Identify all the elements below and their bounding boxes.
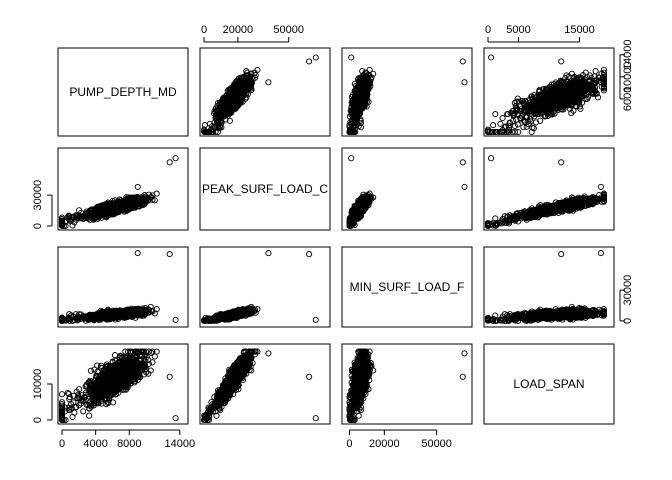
- data-point: [227, 95, 234, 102]
- data-point: [215, 99, 222, 106]
- data-point: [366, 66, 373, 73]
- data-point: [217, 106, 224, 113]
- panel-frame: [341, 47, 473, 137]
- panel-frame: [199, 47, 331, 137]
- panel-1-1: PEAK_SURF_LOAD_C: [199, 147, 331, 231]
- data-point: [248, 85, 255, 92]
- data-point: [223, 111, 230, 118]
- data-point: [459, 58, 466, 65]
- data-point: [558, 58, 565, 65]
- data-point: [490, 122, 497, 129]
- data-point: [207, 127, 214, 134]
- data-point: [172, 155, 179, 162]
- data-point: [461, 79, 468, 86]
- data-point: [231, 81, 238, 88]
- data-point: [223, 97, 230, 104]
- panel-1-3: [483, 147, 615, 231]
- data-point: [220, 106, 227, 113]
- data-point: [225, 103, 232, 110]
- data-point: [153, 190, 160, 197]
- data-point: [459, 159, 466, 166]
- data-point: [227, 92, 234, 99]
- data-point: [265, 79, 272, 86]
- data-point: [217, 114, 224, 121]
- data-point: [243, 68, 250, 75]
- data-point: [209, 128, 216, 136]
- data-point: [235, 79, 242, 87]
- panel-0-1: [199, 47, 331, 137]
- data-point: [306, 58, 313, 65]
- variable-label-pump-depth-md: PUMP_DEPTH_MD: [69, 85, 177, 99]
- data-point: [211, 123, 218, 130]
- variable-label-peak-surf-load-c: PEAK_SURF_LOAD_C: [202, 182, 328, 196]
- data-point: [312, 54, 319, 61]
- panel-frame: [57, 47, 189, 137]
- data-point: [499, 115, 506, 122]
- data-point: [492, 111, 499, 118]
- panel-0-3: [483, 47, 615, 137]
- panel-1-0: [57, 147, 189, 231]
- data-point: [235, 82, 242, 89]
- panel-0-0: PUMP_DEPTH_MD: [57, 47, 189, 137]
- data-point: [252, 71, 259, 79]
- data-point: [232, 97, 239, 104]
- data-point: [461, 183, 468, 190]
- panels-layer: PUMP_DEPTH_MDPEAK_SURF_LOAD_CMIN_SURF_LO…: [32, 24, 634, 450]
- data-point: [348, 155, 355, 162]
- data-point: [216, 99, 223, 106]
- data-point: [348, 54, 355, 61]
- panel-1-2: [341, 147, 473, 231]
- data-point: [254, 66, 261, 73]
- data-point: [215, 121, 222, 128]
- data-point: [231, 89, 238, 96]
- data-point: [592, 68, 599, 75]
- panel-0-2: [341, 47, 473, 137]
- data-point: [134, 183, 141, 190]
- data-point: [594, 94, 602, 101]
- data-point: [226, 117, 233, 124]
- data-point: [166, 159, 173, 166]
- data-point: [216, 110, 223, 118]
- panel-frame: [483, 147, 615, 231]
- data-point: [215, 118, 222, 125]
- data-point: [488, 54, 495, 61]
- data-point: [246, 74, 253, 82]
